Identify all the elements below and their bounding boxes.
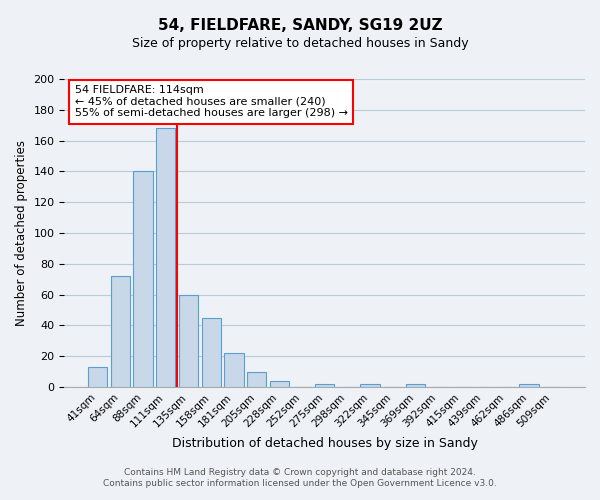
- Bar: [520, 384, 539, 387]
- Bar: [406, 384, 425, 387]
- Bar: [247, 372, 266, 387]
- Text: Contains HM Land Registry data © Crown copyright and database right 2024.
Contai: Contains HM Land Registry data © Crown c…: [103, 468, 497, 487]
- Text: 54, FIELDFARE, SANDY, SG19 2UZ: 54, FIELDFARE, SANDY, SG19 2UZ: [158, 18, 442, 32]
- Bar: [202, 318, 221, 387]
- Bar: [224, 353, 244, 387]
- Bar: [315, 384, 334, 387]
- Bar: [361, 384, 380, 387]
- Bar: [156, 128, 175, 387]
- Y-axis label: Number of detached properties: Number of detached properties: [15, 140, 28, 326]
- Bar: [179, 294, 198, 387]
- Bar: [269, 381, 289, 387]
- Bar: [88, 367, 107, 387]
- X-axis label: Distribution of detached houses by size in Sandy: Distribution of detached houses by size …: [172, 437, 478, 450]
- Text: Size of property relative to detached houses in Sandy: Size of property relative to detached ho…: [131, 38, 469, 51]
- Bar: [111, 276, 130, 387]
- Bar: [133, 172, 153, 387]
- Text: 54 FIELDFARE: 114sqm
← 45% of detached houses are smaller (240)
55% of semi-deta: 54 FIELDFARE: 114sqm ← 45% of detached h…: [75, 85, 348, 118]
